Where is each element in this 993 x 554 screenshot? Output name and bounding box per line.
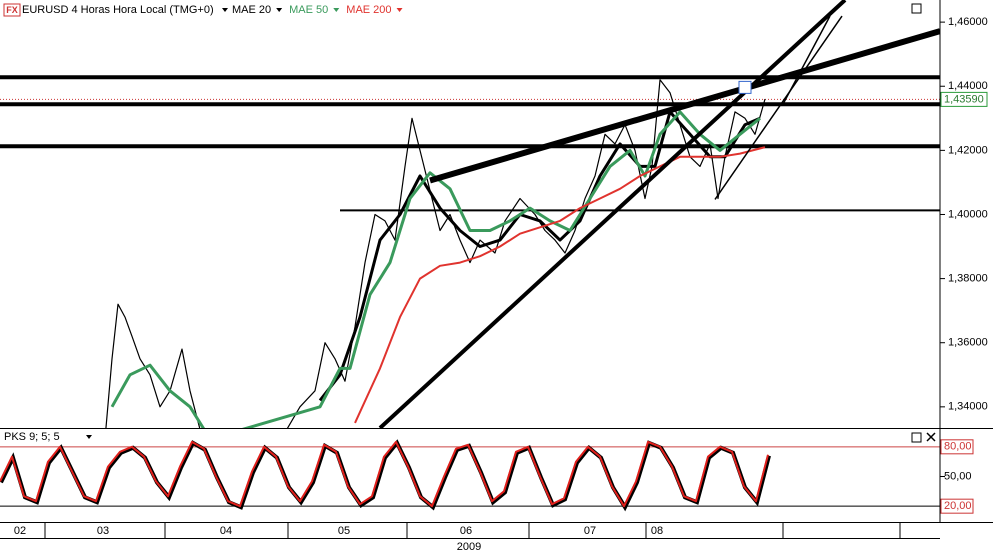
chart-title: EURUSD 4 Horas Hora Local (TMG+0): [22, 4, 214, 16]
maximize-button[interactable]: [911, 3, 922, 14]
oscillator-panel: [0, 439, 940, 512]
y-tick-label: 1,40000: [948, 208, 988, 220]
y-tick-label: 1,46000: [948, 16, 988, 28]
x-tick-label: 03: [97, 525, 109, 537]
trend-line: [378, 0, 847, 428]
year-label: 2009: [457, 541, 481, 553]
title-arrow: [222, 8, 228, 12]
close-button[interactable]: [926, 432, 936, 442]
trend-line: [782, 15, 831, 105]
y-tick-label: 80,00: [944, 441, 972, 453]
trend-line: [429, 28, 940, 184]
last-price-box: [940, 91, 988, 107]
x-tick-label: 08: [651, 525, 663, 537]
y-tick-label: 1,36000: [948, 337, 988, 349]
legend-arrow: [396, 8, 403, 12]
x-tick-label: 02: [14, 525, 26, 537]
price-line: [105, 79, 766, 428]
moving-average: [110, 110, 761, 428]
price-panel: [0, 0, 940, 428]
oscillator-line: [0, 440, 769, 508]
y-tick-box: [940, 498, 974, 514]
x-tick-label: 04: [220, 525, 232, 537]
maximize-button[interactable]: [911, 432, 922, 443]
trend-line: [714, 15, 843, 200]
last-price-label: 1,43590: [944, 93, 984, 105]
y-tick-label: 1,44000: [948, 80, 988, 92]
y-tick-label: 50,00: [944, 470, 972, 482]
osc-arrow: [86, 435, 92, 439]
fx-icon-text: FX: [6, 5, 18, 15]
alert-marker: [738, 80, 752, 94]
y-tick-box: [940, 439, 974, 455]
y-tick-label: 1,34000: [948, 401, 988, 413]
y-tick-label: 1,38000: [948, 273, 988, 285]
legend-arrow: [276, 8, 283, 12]
x-tick-label: 06: [460, 525, 472, 537]
oscillator-title: PKS 9; 5; 5: [4, 431, 60, 443]
legend-entry: MAE 20: [232, 4, 271, 16]
y-tick-label: 1,42000: [948, 144, 988, 156]
x-tick-label: 05: [338, 525, 350, 537]
legend-entry: MAE 200: [346, 4, 391, 16]
x-tick-label: 07: [584, 525, 596, 537]
moving-average: [354, 146, 766, 424]
fx-icon: [3, 3, 21, 17]
oscillator-shadow: [0, 439, 771, 512]
header: EURUSD 4 Horas Hora Local (TMG+0) PKS 9;…: [4, 4, 403, 443]
legend-entry: MAE 50: [289, 4, 328, 16]
y-tick-label: 20,00: [944, 500, 972, 512]
legend-arrow: [333, 8, 340, 12]
